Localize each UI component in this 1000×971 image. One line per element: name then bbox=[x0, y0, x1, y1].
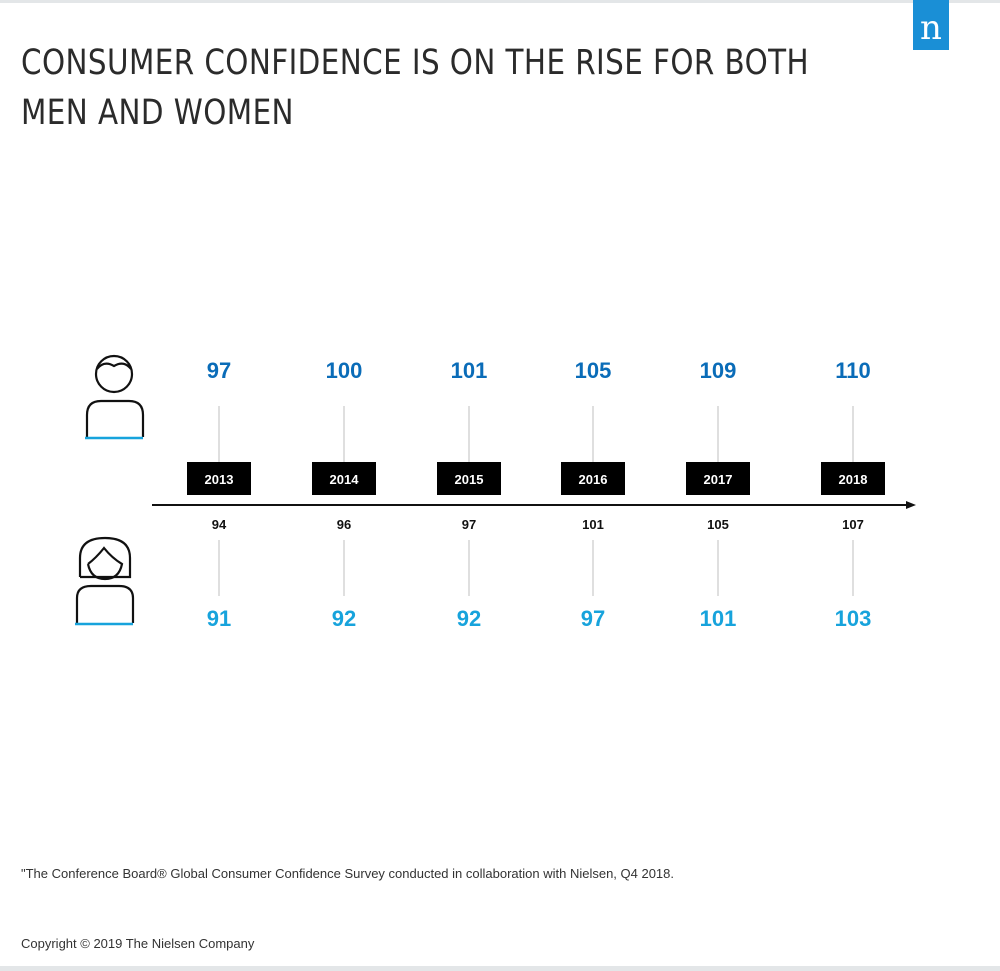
man-icon bbox=[85, 354, 145, 440]
data-label: 92 bbox=[457, 606, 481, 631]
year-box bbox=[821, 462, 885, 495]
data-label: 91 bbox=[207, 606, 231, 631]
year-box bbox=[686, 462, 750, 495]
year-label: 2016 bbox=[579, 472, 608, 487]
data-label: 97 bbox=[207, 358, 231, 383]
data-label: 109 bbox=[700, 358, 737, 383]
year-box bbox=[561, 462, 625, 495]
data-label: 107 bbox=[842, 517, 864, 532]
confidence-chart: 2013 2014 2015 2016 2017 2018 97 100 101 105 109 11… bbox=[75, 354, 916, 631]
data-label: 110 bbox=[835, 358, 871, 383]
year-label: 2018 bbox=[839, 472, 868, 487]
year-label: 2017 bbox=[704, 472, 733, 487]
year-box bbox=[187, 462, 251, 495]
year-label: 2014 bbox=[330, 472, 360, 487]
data-label: 101 bbox=[451, 358, 488, 383]
data-label: 97 bbox=[462, 517, 476, 532]
woman-icon bbox=[75, 536, 135, 626]
data-label: 101 bbox=[700, 606, 737, 631]
data-label: 103 bbox=[835, 606, 872, 631]
data-label: 92 bbox=[332, 606, 356, 631]
data-label: 94 bbox=[212, 517, 227, 532]
data-label: 97 bbox=[581, 606, 605, 631]
top-rule bbox=[0, 0, 1000, 3]
data-label: 96 bbox=[337, 517, 351, 532]
nielsen-logo: n bbox=[913, 0, 949, 50]
title-line-2: MEN AND WOMEN bbox=[21, 93, 294, 133]
year-label: 2013 bbox=[205, 472, 234, 487]
data-label: 101 bbox=[582, 517, 604, 532]
timeline-arrow bbox=[906, 501, 916, 509]
year-box bbox=[437, 462, 501, 495]
copyright: Copyright © 2019 The Nielsen Company bbox=[21, 936, 255, 951]
page-title: CONSUMER CONFIDENCE IS ON THE RISE FOR B… bbox=[21, 38, 809, 138]
data-label: 105 bbox=[575, 358, 612, 383]
year-box bbox=[312, 462, 376, 495]
footnote: "The Conference Board® Global Consumer C… bbox=[21, 866, 675, 881]
year-label: 2015 bbox=[455, 472, 484, 487]
title-line-1: CONSUMER CONFIDENCE IS ON THE RISE FOR B… bbox=[21, 43, 810, 83]
bottom-rule bbox=[0, 966, 1000, 971]
logo-letter: n bbox=[920, 8, 942, 48]
data-label: 105 bbox=[707, 517, 729, 532]
data-label: 100 bbox=[326, 358, 363, 383]
